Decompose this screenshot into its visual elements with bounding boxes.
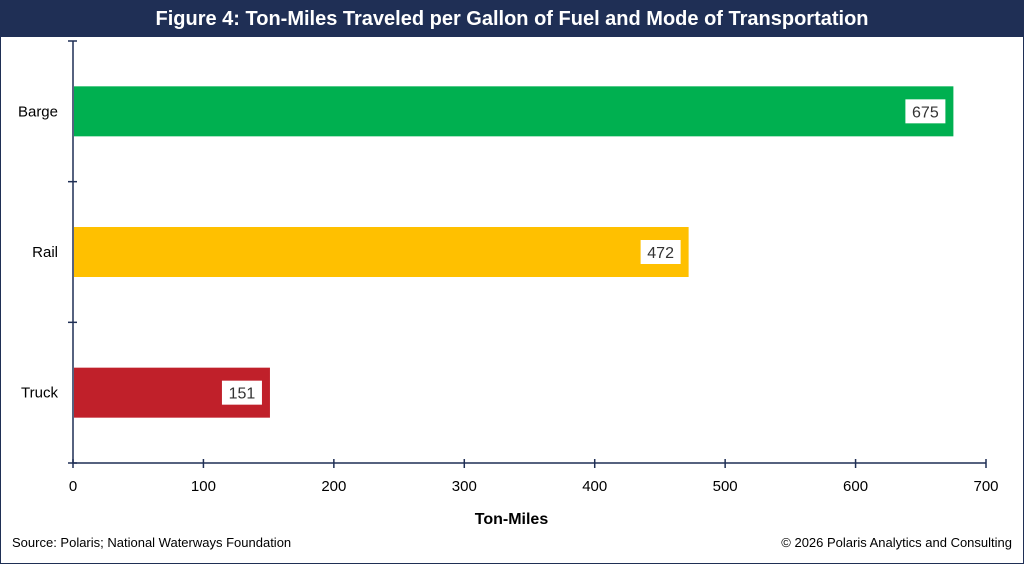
y-category-label-rail: Rail: [32, 244, 58, 261]
x-tick-label-0: 0: [69, 478, 77, 495]
data-label-truck: 151: [229, 386, 256, 403]
data-label-box-truck: [221, 380, 262, 405]
data-label-rail: 472: [647, 245, 674, 262]
x-tick-label-200: 200: [321, 478, 346, 495]
chart-title: Figure 4: Ton-Miles Traveled per Gallon …: [1, 1, 1023, 37]
x-tick-label-400: 400: [582, 478, 607, 495]
x-tick-label-300: 300: [452, 478, 477, 495]
data-label-box-rail: [640, 240, 681, 264]
y-category-label-truck: Truck: [21, 385, 58, 402]
data-label-barge: 675: [912, 104, 939, 121]
x-tick-label-700: 700: [973, 478, 998, 495]
y-category-label-barge: Barge: [18, 103, 58, 120]
data-label-box-barge: [905, 99, 946, 124]
bar-barge: [74, 86, 954, 137]
bar-rail: [74, 227, 689, 277]
x-tick-label-600: 600: [843, 478, 868, 495]
source-note: Source: Polaris; National Waterways Foun…: [12, 535, 292, 550]
x-tick-label-500: 500: [713, 478, 738, 495]
copyright-note: © 2026 Polaris Analytics and Consulting: [781, 535, 1012, 550]
x-tick-label-100: 100: [191, 478, 216, 495]
x-axis-title: Ton-Miles: [475, 511, 549, 528]
